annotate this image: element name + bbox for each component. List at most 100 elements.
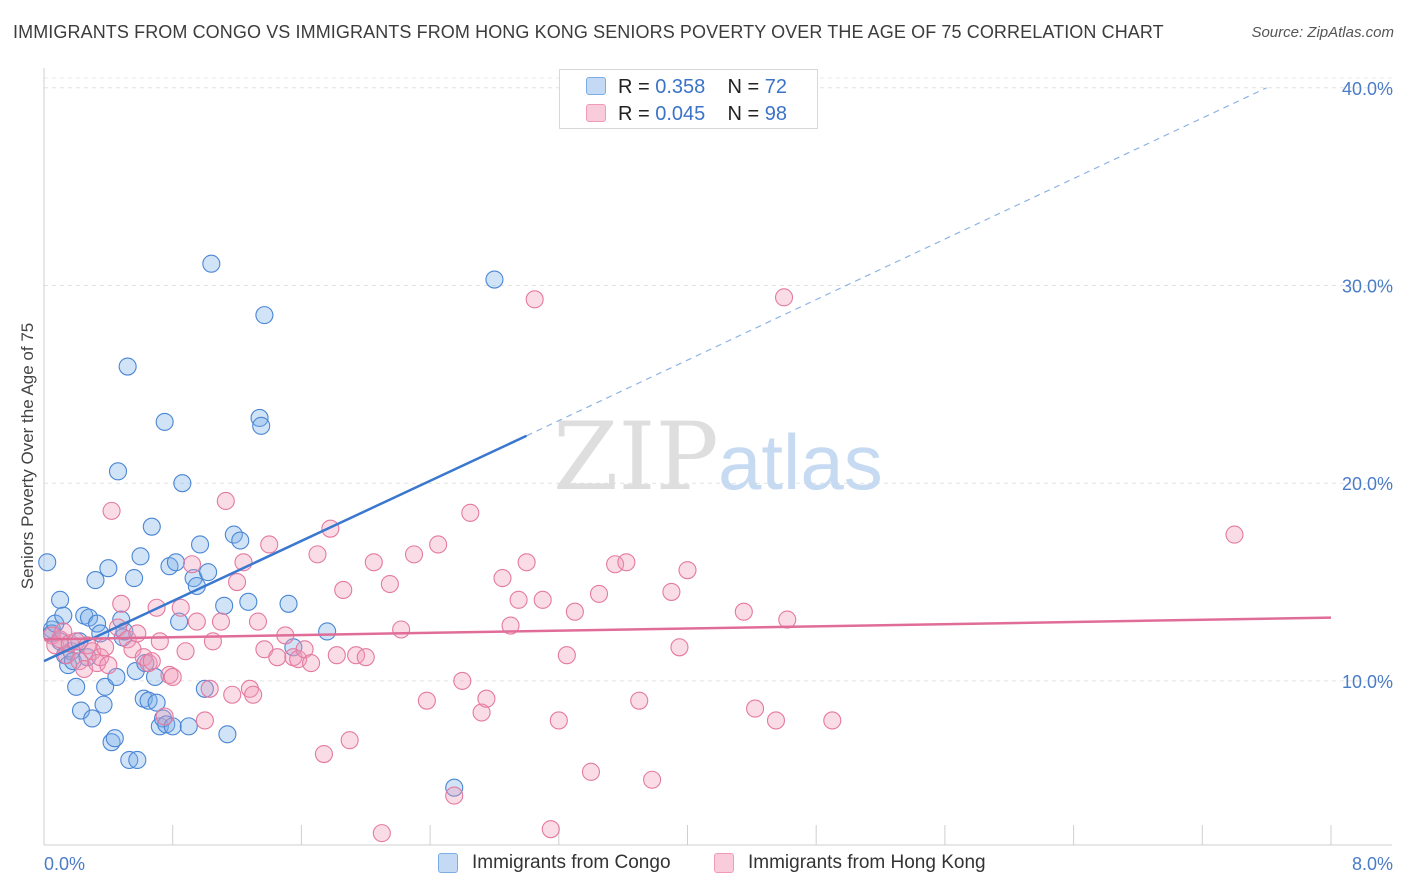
congo-point — [202, 254, 221, 273]
congo-swatch — [586, 77, 606, 95]
hongkong-point — [662, 582, 681, 601]
congo-point — [142, 517, 161, 536]
x-tick-label: 0.0% — [44, 854, 85, 874]
congo-point — [252, 416, 271, 435]
congo-point — [105, 729, 124, 748]
stats-legend: R = 0.358 N = 72 R = 0.045 N = 98 — [559, 69, 818, 129]
congo-point — [215, 596, 234, 615]
congo-point — [99, 559, 118, 578]
hongkong-point — [356, 648, 375, 667]
hongkong-point — [302, 654, 321, 673]
hongkong-point — [314, 745, 333, 764]
hongkong-point — [525, 290, 544, 309]
watermark-atlas: atlas — [718, 418, 883, 506]
hongkong-point — [509, 590, 528, 609]
hongkong-point — [334, 580, 353, 600]
hongkong-point — [244, 685, 263, 704]
hongkong-point — [549, 711, 568, 730]
congo-point — [239, 592, 258, 611]
congo-points — [38, 254, 504, 797]
hongkong-point — [150, 632, 169, 651]
hongkong-point — [565, 602, 584, 621]
watermark-zip: ZIP — [553, 403, 719, 512]
congo-point — [195, 679, 214, 698]
congo-point — [88, 614, 107, 633]
grid-lines — [44, 77, 1392, 682]
watermark: ZIP atlas — [553, 403, 883, 512]
hongkong-legend-swatch — [714, 853, 734, 873]
hongkong-point — [392, 620, 411, 639]
hongkong-point — [477, 689, 496, 708]
hongkong-point — [228, 572, 247, 592]
congo-point — [108, 462, 128, 481]
hongkong-point — [171, 598, 190, 617]
hongkong-point — [461, 503, 480, 522]
hongkong-point — [417, 691, 436, 710]
n-value: 72 — [764, 76, 788, 98]
hongkong-point — [493, 569, 512, 588]
legend-label-hongkong: Immigrants from Hong Kong — [748, 852, 986, 873]
hongkong-point — [176, 642, 195, 661]
hongkong-point — [429, 535, 448, 554]
hongkong-point — [404, 545, 424, 564]
congo-point — [179, 717, 198, 736]
r-label: R = — [618, 76, 656, 98]
hongkong-point — [155, 707, 174, 726]
hongkong-points — [42, 288, 1244, 843]
hongkong-point — [380, 574, 399, 594]
y-tick-label: 30.0% — [1342, 276, 1393, 296]
hongkong-point — [541, 820, 560, 839]
hongkong-point — [96, 638, 115, 657]
hongkong-point — [734, 602, 753, 621]
hongkong-trend-line — [43, 616, 1332, 641]
hongkong-point — [163, 667, 182, 686]
hongkong-point — [774, 288, 794, 307]
hongkong-point — [223, 685, 242, 704]
congo-point — [54, 606, 73, 625]
hongkong-swatch — [586, 104, 606, 122]
congo-point — [67, 677, 86, 696]
hongkong-point — [99, 656, 118, 675]
congo-point — [155, 412, 174, 431]
y-tick-label: 40.0% — [1342, 79, 1393, 99]
hongkong-point — [589, 584, 609, 603]
hongkong-point — [746, 699, 765, 718]
hongkong-point — [364, 553, 383, 572]
hongkong-point — [160, 665, 179, 685]
hongkong-point — [445, 786, 464, 805]
r-value: 0.358 — [655, 76, 706, 98]
congo-point — [199, 563, 218, 582]
axes — [43, 68, 1392, 846]
congo-point — [231, 531, 250, 550]
congo-point — [125, 569, 144, 588]
congo-point — [445, 778, 464, 797]
hongkong-point — [557, 646, 576, 665]
congo-point — [485, 270, 504, 289]
r-value: 0.045 — [655, 103, 706, 125]
hongkong-point — [630, 691, 649, 710]
hongkong-point — [195, 711, 214, 730]
chart-title: IMMIGRANTS FROM CONGO VS IMMIGRANTS FROM… — [13, 22, 1164, 42]
congo-point — [83, 709, 102, 728]
congo-legend-swatch — [438, 853, 458, 873]
hongkong-point — [643, 770, 662, 789]
congo-point — [255, 306, 274, 325]
hongkong-point — [200, 679, 219, 698]
hongkong-point — [260, 535, 279, 554]
hongkong-point — [501, 616, 520, 635]
hongkong-point — [128, 624, 147, 643]
hongkong-point — [240, 679, 259, 698]
congo-point — [166, 553, 185, 572]
hongkong-point — [142, 652, 161, 671]
legend-label-congo: Immigrants from Congo — [472, 852, 671, 873]
hongkong-point — [340, 731, 359, 750]
congo-point — [218, 725, 237, 744]
hongkong-point — [472, 703, 491, 722]
hongkong-point — [248, 612, 268, 631]
hongkong-point — [778, 610, 797, 629]
hongkong-point — [308, 545, 327, 564]
hongkong-point — [617, 553, 636, 572]
y-tick-label: 20.0% — [1342, 474, 1393, 494]
n-value: 98 — [764, 103, 788, 125]
